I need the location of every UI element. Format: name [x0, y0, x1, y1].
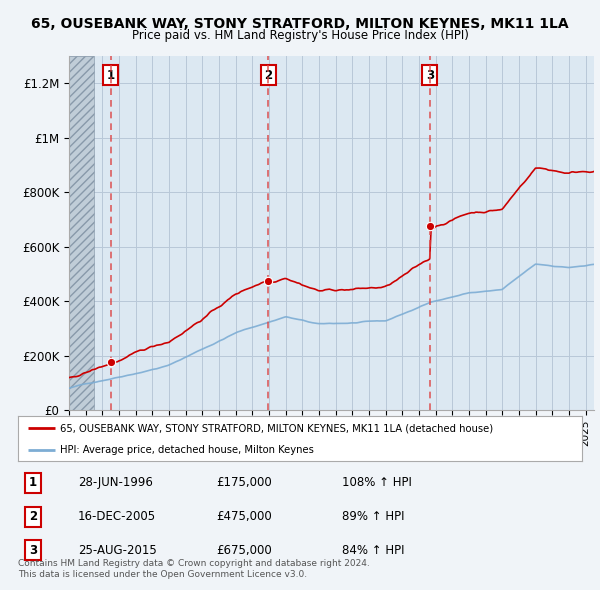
Text: 3: 3 [29, 543, 37, 557]
Text: 25-AUG-2015: 25-AUG-2015 [78, 543, 157, 557]
Text: Contains HM Land Registry data © Crown copyright and database right 2024.
This d: Contains HM Land Registry data © Crown c… [18, 559, 370, 579]
Text: 84% ↑ HPI: 84% ↑ HPI [342, 543, 404, 557]
Text: 16-DEC-2005: 16-DEC-2005 [78, 510, 156, 523]
Text: HPI: Average price, detached house, Milton Keynes: HPI: Average price, detached house, Milt… [60, 445, 314, 455]
Text: 1: 1 [107, 68, 115, 81]
Text: £475,000: £475,000 [216, 510, 272, 523]
Bar [69, 56, 94, 410]
Text: Price paid vs. HM Land Registry's House Price Index (HPI): Price paid vs. HM Land Registry's House … [131, 29, 469, 42]
Text: 3: 3 [426, 68, 434, 81]
Text: £175,000: £175,000 [216, 476, 272, 490]
Text: 65, OUSEBANK WAY, STONY STRATFORD, MILTON KEYNES, MK11 1LA: 65, OUSEBANK WAY, STONY STRATFORD, MILTO… [31, 17, 569, 31]
Bar [69, 56, 94, 410]
Text: 2: 2 [29, 510, 37, 523]
Text: 108% ↑ HPI: 108% ↑ HPI [342, 476, 412, 490]
Text: 2: 2 [264, 68, 272, 81]
Text: £675,000: £675,000 [216, 543, 272, 557]
Text: 28-JUN-1996: 28-JUN-1996 [78, 476, 153, 490]
Text: 1: 1 [29, 476, 37, 490]
Text: 65, OUSEBANK WAY, STONY STRATFORD, MILTON KEYNES, MK11 1LA (detached house): 65, OUSEBANK WAY, STONY STRATFORD, MILTO… [60, 423, 493, 433]
Text: 89% ↑ HPI: 89% ↑ HPI [342, 510, 404, 523]
